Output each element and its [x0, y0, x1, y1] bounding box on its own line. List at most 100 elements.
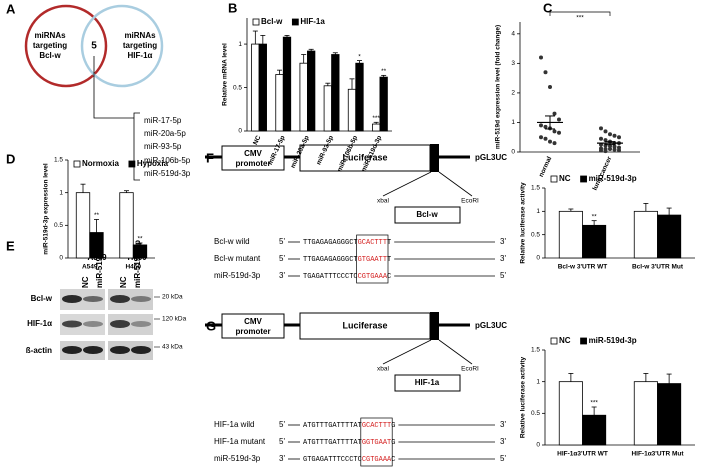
point — [603, 129, 608, 134]
x-tick-label: NC — [252, 134, 262, 146]
point — [552, 129, 557, 134]
point — [603, 143, 608, 148]
promoter-box — [221, 145, 285, 171]
x-tick-label: HIF-1α3'UTR WT — [557, 451, 608, 458]
error-bar — [325, 82, 331, 86]
x-tick-label: Bcl-w 3'UTR WT — [558, 264, 608, 271]
point — [539, 135, 543, 140]
y-axis-label: Relative mRNA level — [222, 43, 229, 106]
significance: *** — [590, 400, 598, 407]
x-tick-label: HIF-1α3'UTR Mut — [631, 451, 684, 458]
sequence: ATGTTTGATTTTATGCACTTTG — [303, 422, 395, 430]
bar — [258, 43, 267, 132]
sequence-part: CGTGAAA — [362, 456, 392, 464]
error-bar — [284, 34, 290, 38]
legend-label: Bcl-w — [261, 17, 283, 26]
venn-label: Bcl-w — [39, 51, 61, 60]
y-tick-label: 0 — [511, 149, 515, 156]
sequence-part: TGAGATTTCCCTC — [303, 273, 358, 281]
point — [599, 126, 603, 131]
y-tick-label: 0.5 — [54, 222, 63, 229]
point — [617, 135, 621, 140]
bar — [89, 232, 104, 259]
y-tick-label: 1 — [536, 378, 540, 385]
x-tick-label: normal — [538, 155, 554, 178]
point — [608, 147, 612, 152]
strand-end: 5' — [279, 437, 285, 446]
venn-label: HIF-1α — [128, 51, 153, 60]
sequence-name: miR-519d-3p — [214, 454, 261, 463]
legend-swatch — [550, 337, 558, 345]
panel-label: C — [543, 0, 553, 15]
bar — [282, 36, 292, 132]
venn-label: targeting — [33, 41, 67, 50]
point — [543, 136, 548, 141]
strand-end: 3' — [500, 237, 506, 246]
bar — [633, 381, 658, 446]
gene-label: Luciferase — [342, 320, 387, 330]
promoter-label: promoter — [235, 159, 270, 168]
point — [603, 149, 608, 154]
significance: * — [358, 53, 361, 60]
vector-label: pGL3UC — [475, 321, 507, 330]
mirna-list-item: miR-17-5p — [144, 116, 182, 125]
point — [557, 117, 561, 122]
point — [612, 133, 617, 138]
legend-label: Hypoxia — [137, 159, 169, 168]
panel-label: D — [6, 151, 15, 166]
bar — [582, 224, 607, 259]
error-bar — [373, 121, 379, 125]
error-bar — [545, 115, 555, 130]
error-bar — [666, 207, 672, 216]
strand-end: 5' — [279, 254, 285, 263]
legend-label: NC — [559, 336, 571, 345]
promoter-box — [221, 313, 285, 339]
error-bar — [349, 78, 355, 90]
point — [548, 139, 552, 144]
sequence-part: TTGAGAGAGGGCT — [303, 239, 358, 247]
error-bar — [124, 190, 130, 193]
site-label: xbal — [377, 366, 389, 373]
mirna-list-item: miR-20a-5p — [144, 129, 186, 138]
sequence-part: GTGAGATTTCCCTC — [303, 456, 362, 464]
strand-end: 3' — [500, 437, 506, 446]
error-bar — [666, 373, 672, 384]
bar — [323, 85, 332, 132]
sequence-part: C — [387, 273, 391, 281]
significance: ** — [592, 213, 598, 220]
error-bar — [277, 69, 283, 75]
sequence: GTGAGATTTCCCTCCGTGAAAC — [303, 456, 395, 464]
promoter-label: CMV — [244, 317, 262, 326]
legend-label: HIF-1a — [300, 17, 325, 26]
sequence-part: TTGAGAGAGGGCT — [303, 256, 358, 264]
y-axis-label: Relative luciferase activity — [520, 356, 527, 438]
legend-swatch — [550, 175, 558, 183]
point — [612, 144, 617, 149]
y-tick-label: 1.5 — [531, 185, 540, 192]
y-tick-label: 1 — [238, 41, 242, 48]
error-bar — [93, 219, 99, 233]
legend-swatch — [252, 18, 260, 26]
error-bar — [80, 183, 86, 193]
strand-end: 5' — [500, 271, 506, 280]
point — [552, 111, 557, 116]
bar — [251, 43, 260, 132]
legend-label: miR-519d-3p — [589, 336, 637, 345]
point — [539, 123, 543, 128]
bar — [347, 88, 357, 132]
y-tick-label: 1 — [536, 208, 540, 215]
error-bar — [643, 202, 649, 212]
sequence-part: GCACTTT — [362, 422, 391, 430]
strand-end: 3' — [279, 454, 285, 463]
sequence-part: CGTGAAA — [358, 273, 388, 281]
legend-label: NC — [559, 174, 571, 183]
blot-row-label: Bcl-w — [31, 294, 53, 303]
sequence: TTGAGAGAGGGCTGTGAATTT — [303, 256, 391, 264]
bar — [75, 192, 91, 259]
insert-box — [394, 374, 461, 392]
seed-box — [356, 234, 389, 284]
error-bar — [137, 242, 143, 245]
sequence-part: T — [387, 256, 391, 264]
y-axis-label: miR-519d expression level (fold change) — [495, 25, 502, 149]
y-tick-label: 1.5 — [531, 347, 540, 354]
